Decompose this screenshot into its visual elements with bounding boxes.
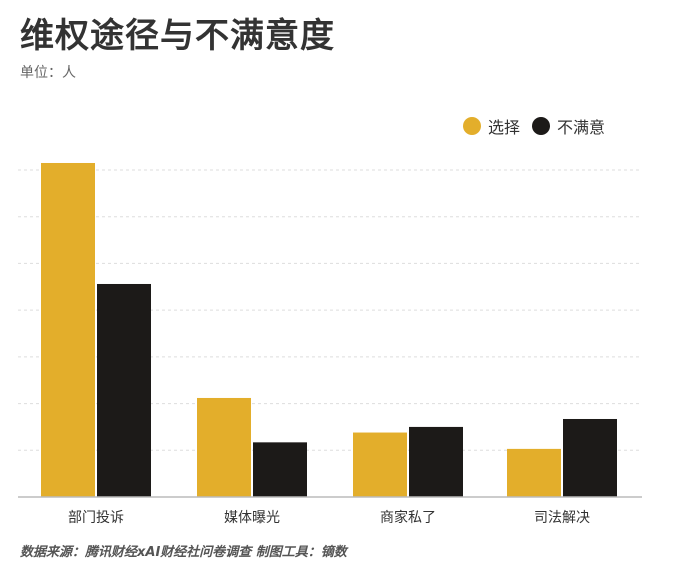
legend-swatch-dissatisfied (532, 117, 551, 135)
x-tick-label: 部门投诉 (68, 510, 124, 526)
source-note: 数据来源：腾讯财经xAI财经社问卷调查 制图工具：镝数 (20, 545, 347, 560)
legend: 选择 不满意 (463, 114, 617, 138)
x-tick-label: 媒体曝光 (224, 510, 280, 526)
legend-label-dissatisfied: 不满意 (557, 118, 606, 137)
bar-dissatisfied-0 (97, 283, 151, 497)
bar-select-0 (41, 162, 95, 497)
legend-item-dissatisfied: 不满意 (532, 114, 605, 138)
bar-dissatisfied-3 (563, 418, 617, 497)
bar-dissatisfied-2 (409, 426, 463, 497)
bar-select-3 (507, 448, 561, 497)
bar-select-1 (197, 397, 251, 497)
legend-swatch-select (463, 117, 481, 135)
bar-chart: 部门投诉 媒体曝光 商家私了 司法解决 (18, 162, 642, 526)
x-tick-label: 商家私了 (380, 509, 436, 526)
x-tick-label: 司法解决 (534, 510, 590, 526)
legend-label-select: 选择 (488, 118, 521, 137)
unit-label: 单位：人 (20, 65, 76, 81)
bar-dissatisfied-1 (253, 442, 307, 497)
chart-title: 维权途径与不满意度 (20, 16, 335, 56)
bar-select-2 (353, 432, 407, 497)
legend-item-select: 选择 (463, 114, 520, 138)
